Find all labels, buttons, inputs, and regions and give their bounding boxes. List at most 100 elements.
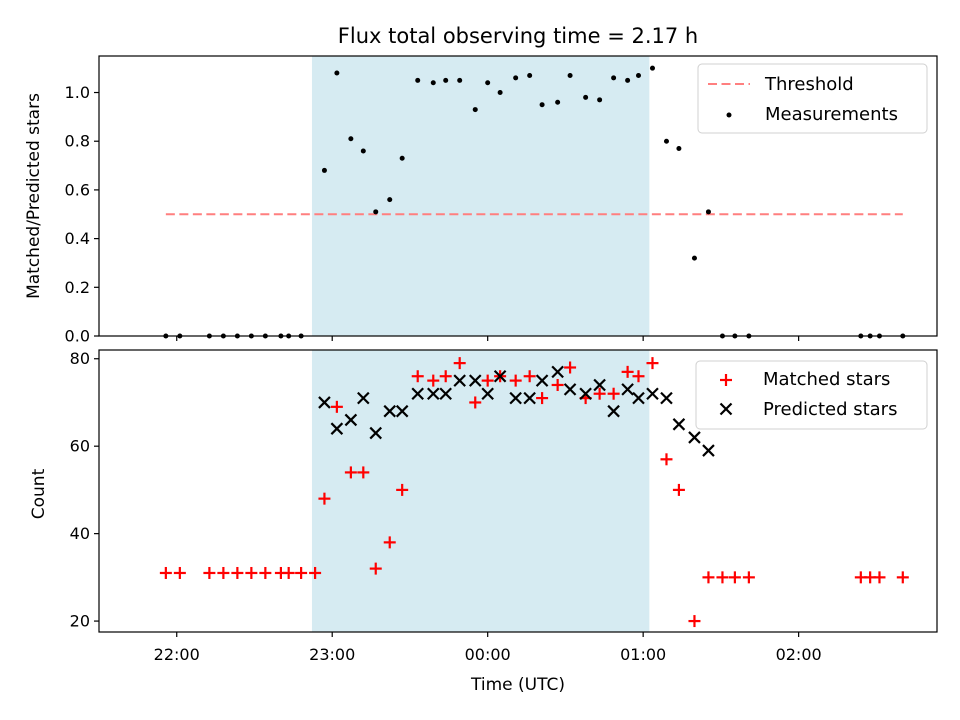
legend-threshold-label: Threshold: [764, 74, 854, 95]
matched-star-point: [523, 370, 536, 383]
matched-star-point: [702, 571, 715, 584]
matched-star-point: [173, 566, 186, 579]
matched-star-point: [593, 387, 606, 400]
top-y-axis-label: Matched/Predicted stars: [24, 93, 44, 299]
legend-matched-swatch: [720, 374, 732, 386]
measurement-point: [387, 197, 393, 203]
measurement-point: [583, 94, 589, 100]
predicted-star-point-b: [493, 369, 507, 383]
matched-star-point: [646, 357, 659, 370]
predicted-star-point-b: [318, 396, 331, 409]
matched-star-point: [688, 615, 701, 628]
bottom-observing-span: [311, 350, 650, 632]
predicted-star-point-b: [593, 378, 606, 392]
measurement-points: [163, 65, 906, 339]
predicted-star-point-b: [535, 374, 549, 387]
predicted-star-point-b: [563, 383, 577, 396]
measurement-point: [555, 99, 561, 105]
matched-star-point: [873, 571, 886, 584]
predicted-star-point: [330, 422, 344, 435]
predicted-star-point: [563, 383, 577, 396]
legend-measurements-label: Measurements: [765, 104, 898, 125]
predicted-star-point: [607, 404, 620, 418]
matched-star-point: [295, 566, 308, 579]
predicted-star-point-b: [426, 387, 440, 400]
legend-predicted-marker-b: [719, 402, 733, 416]
matched-star-point: [245, 566, 258, 579]
matched-star-point: [159, 566, 172, 579]
x-axis-label: Time (UTC): [470, 675, 565, 695]
measurement-point: [663, 138, 669, 144]
matched-star-point: [231, 566, 244, 579]
matched-star-point: [203, 566, 216, 579]
predicted-star-point-b: [439, 387, 452, 400]
matched-star-point: [357, 466, 370, 479]
predicted-star-point: [357, 391, 370, 405]
bottom-x-tick-label: 02:00: [776, 645, 822, 664]
top-legend-box: [697, 63, 928, 134]
top-y-tick-label: 0.4: [65, 229, 90, 248]
predicted-star-point: [468, 374, 482, 387]
legend-predicted-swatch: [719, 402, 733, 416]
predicted-star-point-b: [688, 431, 701, 444]
predicted-star-point-b: [383, 404, 397, 418]
measurement-point: [705, 209, 711, 215]
matched-star-point: [344, 466, 357, 479]
measurement-point: [472, 107, 478, 113]
measurement-point: [334, 70, 340, 76]
predicted-star-point-b: [646, 387, 659, 400]
measurement-point: [430, 80, 436, 86]
matched-star-point: [282, 566, 295, 579]
matched-star-point: [632, 370, 645, 383]
predicted-star-point: [702, 444, 715, 457]
predicted-star-point-b: [632, 391, 645, 405]
matched-star-point: [411, 370, 424, 383]
bottom-x-tick-label: 22:00: [154, 645, 200, 664]
matched-star-point: [453, 357, 466, 370]
matched-star-point: [396, 483, 409, 496]
predicted-star-point-b: [702, 444, 715, 457]
measurement-point: [625, 77, 631, 83]
matched-star-point: [716, 571, 729, 584]
matched-star-point: [564, 361, 577, 374]
predicted-star-point-b: [453, 374, 466, 387]
top-legend: Threshold Measurements: [697, 63, 928, 134]
legend-matched-marker: [720, 374, 732, 386]
bottom-y-tick-label: 40: [70, 524, 90, 543]
legend-measurements-swatch: [726, 112, 732, 118]
bottom-y-tick-label: 20: [70, 612, 90, 631]
legend-predicted-marker: [719, 402, 733, 416]
bottom-legend-box: [695, 360, 928, 430]
predicted-star-point: [523, 391, 536, 405]
top-y-tick-label: 1.0: [65, 83, 90, 102]
matched-star-point: [383, 536, 396, 549]
measurement-point: [597, 97, 603, 103]
predicted-star-point-b: [523, 391, 536, 405]
measurement-point: [691, 255, 697, 261]
measurement-point: [415, 77, 421, 83]
predicted-star-point: [509, 391, 522, 405]
top-y-tick-label: 0.8: [65, 132, 90, 151]
predicted-star-point: [411, 387, 424, 400]
matched-star-point: [217, 566, 230, 579]
predicted-star-point: [344, 413, 358, 427]
predicted-star-point: [383, 404, 397, 418]
top-panel: 0.0 0.2 0.4 0.6 0.8 1.0 Matched/Predicted sta…: [24, 55, 938, 346]
predicted-star-point-b: [660, 391, 673, 405]
predicted-star-point-b: [344, 413, 358, 427]
predicted-star-point: [369, 426, 383, 440]
measurement-point: [399, 155, 405, 161]
predicted-star-point-b: [481, 387, 494, 400]
measurement-point: [635, 72, 641, 78]
measurement-point: [497, 90, 503, 96]
predicted-star-point: [535, 374, 549, 387]
predicted-star-point-b: [621, 383, 634, 396]
matched-star-point: [509, 374, 522, 387]
predicted-star-point: [493, 369, 507, 383]
matched-star-point: [621, 365, 634, 378]
matched-star-points: [159, 357, 909, 628]
top-y-tick-label: 0.2: [65, 278, 90, 297]
matched-star-point: [742, 571, 755, 584]
